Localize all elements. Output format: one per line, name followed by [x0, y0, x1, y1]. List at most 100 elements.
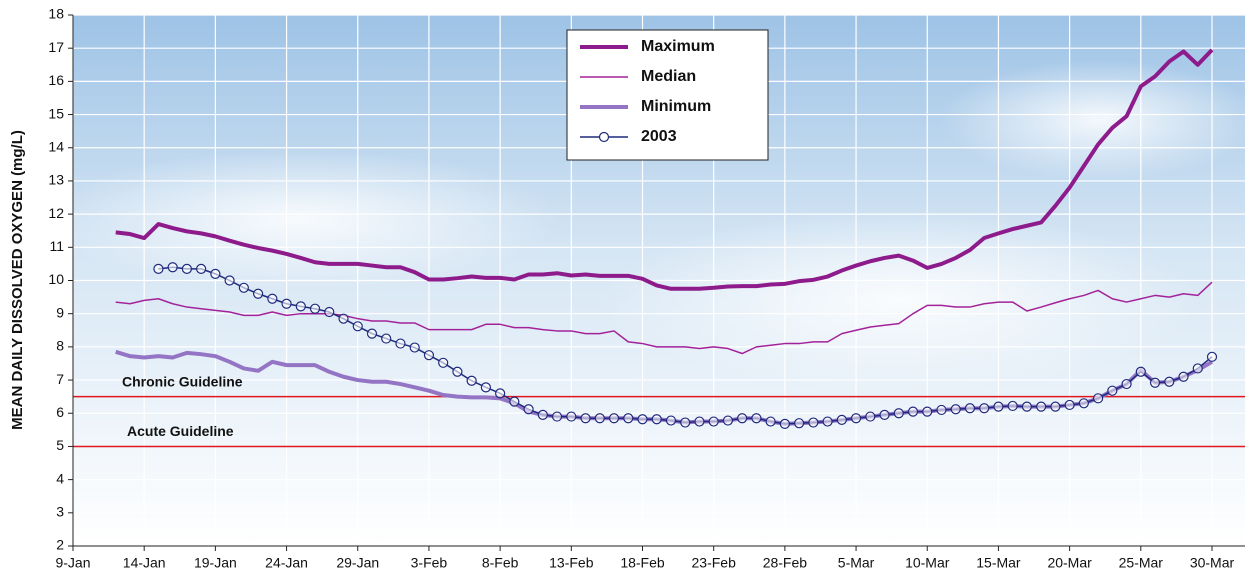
series-marker — [1050, 401, 1061, 412]
x-tick-label: 8-Feb — [482, 555, 519, 571]
series-marker — [1107, 385, 1118, 396]
series-marker — [252, 288, 264, 299]
x-tick-label: 24-Jan — [265, 555, 308, 571]
series-marker — [694, 416, 705, 427]
series-marker — [993, 401, 1004, 412]
y-tick-label: 6 — [56, 404, 64, 420]
series-marker — [608, 413, 620, 424]
x-tick-label: 14-Jan — [123, 555, 166, 571]
series-marker — [324, 306, 335, 318]
y-tick-label: 3 — [56, 504, 64, 520]
x-tick-label: 30-Mar — [1190, 555, 1235, 571]
series-marker — [808, 417, 819, 428]
series-marker — [196, 263, 207, 274]
series-marker — [509, 396, 520, 407]
series-marker — [722, 415, 734, 426]
y-tick-label: 2 — [56, 537, 64, 553]
series-marker — [409, 342, 420, 353]
legend-marker — [598, 131, 610, 143]
cloud — [40, 150, 560, 290]
x-tick-label: 5-Mar — [838, 555, 875, 571]
series-marker — [238, 282, 249, 293]
y-tick-label: 13 — [48, 172, 64, 188]
x-tick-label: 29-Jan — [336, 555, 379, 571]
series-marker — [438, 357, 449, 368]
series-marker — [537, 409, 548, 421]
series-marker — [779, 418, 790, 429]
series-line — [115, 281, 1213, 355]
series-marker — [1206, 351, 1218, 362]
x-tick-label: 3-Feb — [411, 555, 448, 571]
series-marker — [1149, 377, 1161, 388]
y-tick-label: 9 — [56, 304, 64, 320]
axes: 2 3 4 5 6 7 8 9 10 11 12 13 14 15 16 17 18 9-Jan 14-Jan 19-… — [48, 6, 1245, 571]
x-tick-label: 18-Feb — [620, 555, 665, 571]
series-marker — [1135, 366, 1146, 377]
series-marker — [907, 406, 919, 417]
series-marker — [950, 404, 961, 415]
series-marker — [765, 416, 776, 427]
series-marker — [295, 301, 306, 312]
series-marker — [651, 414, 662, 425]
y-tick-label: 8 — [56, 338, 64, 354]
y-tick-label: 7 — [56, 371, 64, 387]
series-marker — [737, 413, 748, 424]
series-marker — [964, 403, 976, 414]
legend-label: Minimum — [641, 98, 711, 115]
x-tick-label: 9-Jan — [55, 555, 90, 571]
series-marker — [210, 268, 221, 279]
series-marker — [1007, 400, 1018, 412]
series-marker — [181, 263, 192, 274]
series-marker — [281, 298, 292, 309]
series-marker — [879, 409, 890, 421]
series-marker — [1064, 399, 1075, 411]
series-marker — [580, 413, 591, 424]
series-marker — [224, 275, 235, 286]
y-tick-label: 12 — [48, 205, 64, 221]
y-tick-label: 5 — [56, 437, 64, 453]
series-marker — [153, 263, 164, 274]
cloud — [940, 60, 1251, 180]
reference-lines: Chronic Guideline Acute Guideline — [73, 373, 1245, 448]
legend-label: 2003 — [641, 128, 677, 145]
series-marker — [551, 411, 563, 422]
y-tick-label: 15 — [48, 105, 64, 121]
series-marker — [366, 328, 378, 339]
series-marker — [1121, 378, 1132, 390]
x-tick-label: 20-Mar — [1047, 555, 1092, 571]
series-marker — [680, 417, 691, 428]
cloud — [600, 210, 1200, 390]
series-marker — [594, 413, 605, 424]
x-tick-label: 13-Feb — [549, 555, 594, 571]
series-marker — [352, 321, 363, 332]
series-marker — [708, 416, 719, 427]
y-tick-label: 10 — [48, 271, 64, 287]
series-marker — [338, 313, 349, 324]
y-tick-label: 14 — [48, 138, 64, 154]
series — [115, 48, 1218, 429]
x-tick-label: 23-Feb — [692, 555, 737, 571]
y-tick-label: 17 — [48, 39, 64, 55]
series-marker — [1021, 401, 1033, 412]
series-marker — [893, 408, 904, 419]
x-tick-label: 15-Mar — [976, 555, 1021, 571]
series-marker — [665, 415, 677, 426]
series-marker — [836, 414, 847, 425]
series-marker — [495, 388, 506, 399]
reference-label: Acute Guideline — [127, 423, 234, 439]
y-tick-label: 16 — [48, 72, 64, 88]
y-tick-label: 4 — [56, 470, 64, 486]
series-marker — [822, 416, 833, 427]
y-tick-label: 18 — [48, 6, 64, 22]
series-marker — [794, 418, 805, 429]
series-marker — [1036, 401, 1047, 412]
y-axis-label: MEAN DAILY DISSOLVED OXYGEN (mg/L) — [9, 130, 26, 430]
series-marker — [979, 403, 990, 414]
x-tick-label: 28-Feb — [763, 555, 808, 571]
series-marker — [480, 382, 491, 393]
series-marker — [167, 262, 178, 273]
series-marker — [936, 404, 947, 416]
series-marker — [466, 375, 477, 386]
series-marker — [1092, 393, 1104, 404]
